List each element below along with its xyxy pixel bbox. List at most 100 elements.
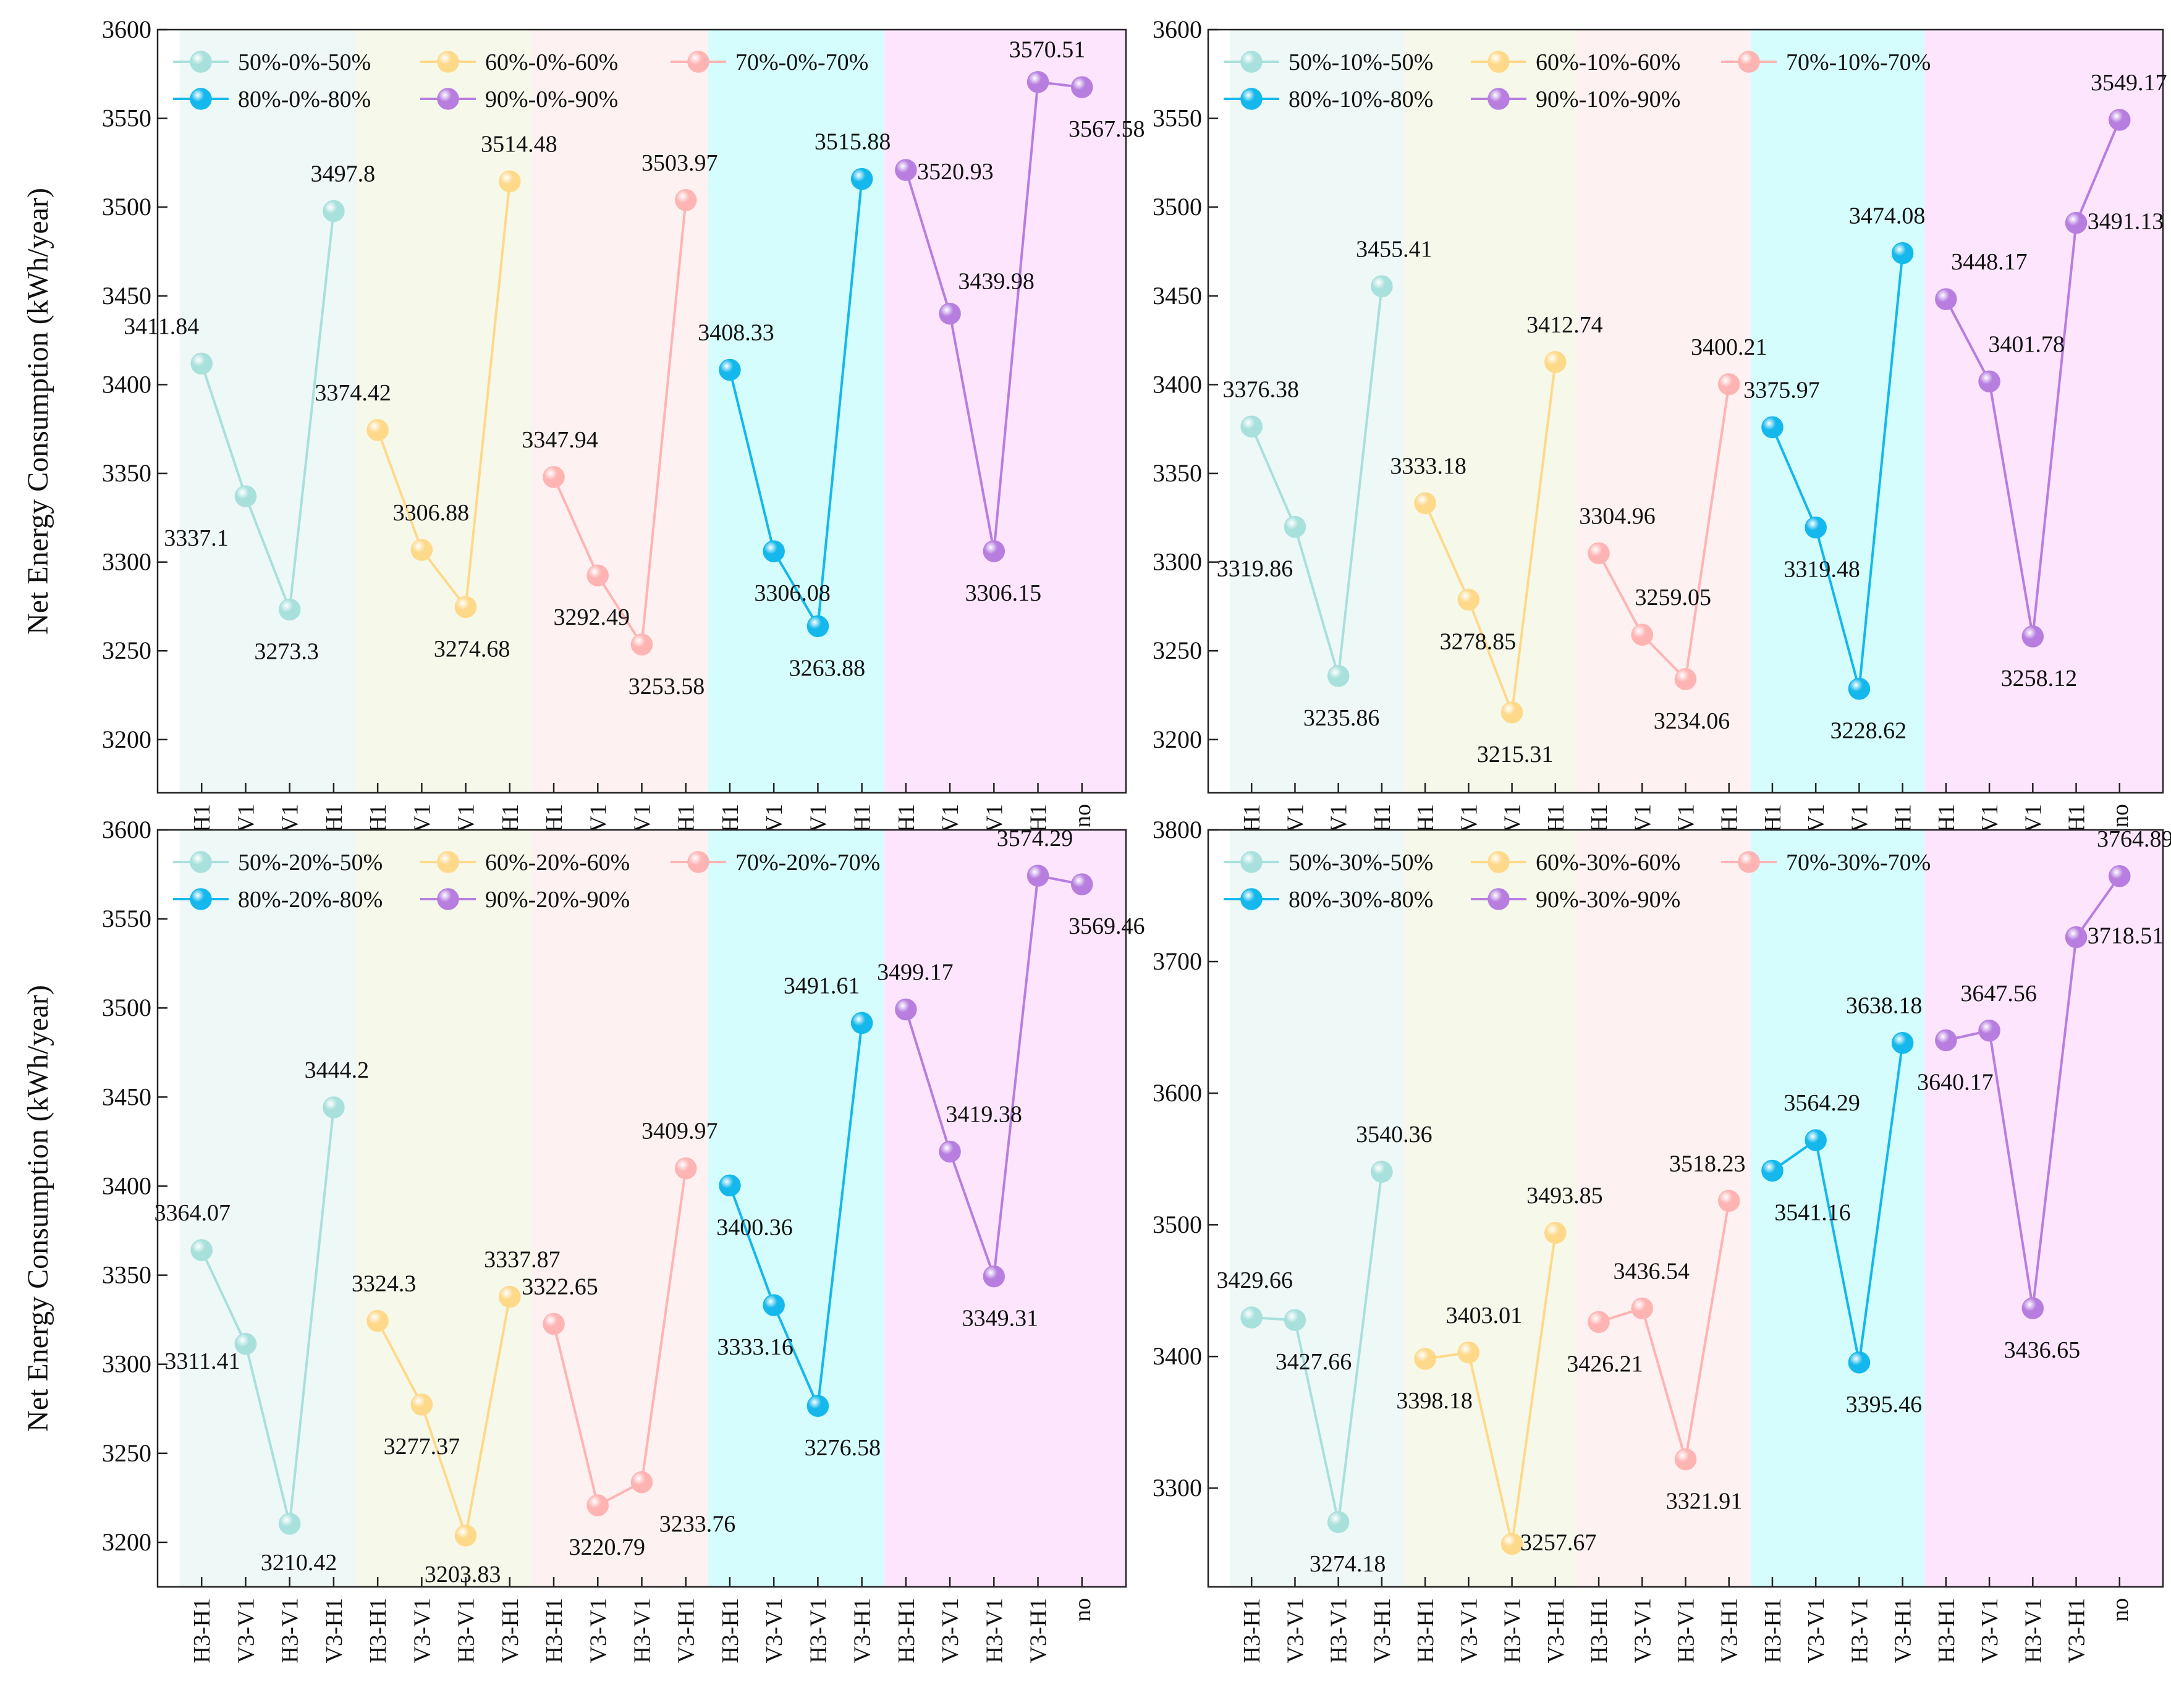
y-tick-label: 3200 — [1153, 725, 1202, 753]
x-tick-label: V3-H1 — [850, 1598, 876, 1664]
x-tick-label: V3-V1 — [1282, 1598, 1308, 1664]
data-point — [674, 189, 697, 211]
data-point — [234, 485, 257, 507]
series-line — [1250, 286, 1383, 677]
y-tick-label: 3700 — [1153, 947, 1202, 975]
series-4: 3408.33 3306.08 3263.88 3515.88 — [698, 129, 891, 682]
data-point — [323, 1096, 345, 1118]
chart-panel-4: 3300 3400 3500 3600 3700 3800 3429.66 3427.66 32… — [1153, 816, 2171, 1664]
legend-swatch-marker — [1240, 851, 1263, 873]
data-point — [1414, 1348, 1436, 1370]
data-label: 3278.85 — [1440, 628, 1517, 654]
data-point — [1674, 1448, 1697, 1471]
legend-item: 50%-20%-50% — [173, 850, 383, 876]
data-label: 3718.51 — [2088, 923, 2164, 949]
data-label: 3215.31 — [1477, 742, 1554, 767]
y-tick-label: 3300 — [1153, 1474, 1202, 1502]
series-line — [1424, 1232, 1557, 1544]
x-tick-label: V3-H1 — [1890, 1598, 1916, 1664]
y-tick-label: 3300 — [1153, 548, 1202, 576]
data-point — [454, 596, 477, 619]
group-band — [531, 30, 708, 793]
data-point — [895, 998, 917, 1021]
group-band — [1750, 30, 1924, 793]
x-tick-label: no — [2107, 1598, 2133, 1621]
y-tick-label: 3500 — [102, 193, 151, 221]
legend-swatch-marker — [437, 51, 459, 73]
legend-label: 50%-20%-50% — [238, 850, 383, 876]
chart-panel-2: 3200 3250 3300 3350 3400 3450 3500 3550 3600 3376… — [1153, 15, 2167, 869]
data-point — [1761, 416, 1784, 439]
data-point — [1631, 1297, 1654, 1320]
x-tick-label: V3-V1 — [409, 1598, 435, 1664]
data-point — [2065, 926, 2088, 949]
data-point — [719, 358, 741, 381]
group-band — [179, 830, 356, 1587]
legend-item: 50%-0%-50% — [173, 49, 371, 75]
data-label: 3274.68 — [434, 636, 510, 662]
data-point — [630, 1471, 653, 1494]
data-point — [190, 1239, 213, 1261]
data-point — [499, 170, 521, 193]
data-label: 3436.65 — [2004, 1337, 2081, 1363]
data-label: 3408.33 — [698, 319, 774, 345]
data-point — [586, 564, 609, 586]
legend-label: 60%-30%-60% — [1536, 850, 1680, 876]
data-point — [454, 1524, 477, 1547]
x-tick-label: V3-H1 — [321, 1598, 347, 1664]
y-tick-label: 3500 — [1153, 193, 1202, 221]
legend-swatch-marker — [190, 88, 212, 110]
x-tick-label: H3-V1 — [1500, 1598, 1526, 1664]
series-1: 3411.84 3337.1 3273.3 3497.8 — [124, 161, 375, 665]
x-tick-label: no — [1070, 804, 1096, 827]
data-point — [1327, 665, 1350, 687]
legend-label: 90%-30%-90% — [1536, 887, 1680, 913]
legend-swatch-marker — [1240, 51, 1263, 73]
data-point — [1284, 515, 1306, 538]
data-point — [674, 1157, 697, 1180]
data-point — [1935, 288, 1957, 310]
data-label: 3439.98 — [958, 269, 1035, 295]
data-point — [1026, 70, 1049, 93]
series-line — [1771, 1042, 1904, 1363]
legend-label: 50%-30%-50% — [1289, 850, 1433, 876]
data-label: 3376.38 — [1222, 376, 1299, 402]
legend-swatch-marker — [1488, 888, 1510, 910]
y-tick-label: 3550 — [1153, 104, 1202, 132]
data-label: 3569.46 — [1069, 913, 1145, 939]
data-label: 3520.93 — [917, 159, 994, 185]
data-point — [499, 1285, 521, 1308]
data-point — [1457, 1342, 1480, 1364]
x-tick-label: H3-H1 — [1760, 1598, 1786, 1664]
legend: 50%-10%-50% 60%-10%-60% 70%-10%-70% 80%-10%… — [1224, 49, 1931, 112]
data-label: 3444.2 — [305, 1057, 370, 1083]
data-point — [983, 1265, 1005, 1288]
group-band — [531, 830, 708, 1587]
y-tick-label: 3350 — [102, 459, 151, 487]
data-point — [543, 466, 565, 488]
series-line — [200, 1107, 335, 1524]
legend-item: 50%-10%-50% — [1224, 49, 1433, 75]
data-label: 3491.61 — [784, 973, 860, 999]
legend-swatch-marker — [1240, 88, 1263, 110]
legend-label: 70%-30%-70% — [1786, 850, 1931, 876]
data-point — [2109, 109, 2131, 131]
data-point — [410, 1393, 433, 1416]
data-label: 3503.97 — [641, 150, 718, 176]
legend-swatch-marker — [1738, 51, 1760, 73]
legend-item: 80%-0%-80% — [173, 87, 371, 112]
legend-swatch-marker — [1488, 88, 1510, 110]
data-point — [1240, 415, 1263, 438]
legend-item: 90%-30%-90% — [1471, 887, 1680, 913]
series-3: 3426.21 3436.54 3321.91 3518.23 — [1567, 1151, 1745, 1514]
legend-swatch-marker — [1240, 888, 1263, 910]
x-tick-label: H3-H1 — [894, 1598, 920, 1664]
legend-swatch-marker — [1488, 51, 1510, 73]
chart-panel-3: 3200 3250 3300 3350 3400 3450 3500 3550 3600 Net … — [22, 816, 1145, 1664]
legend-swatch-marker — [687, 51, 709, 73]
y-tick-label: 3600 — [102, 15, 151, 43]
data-point — [806, 615, 829, 638]
group-band — [1403, 30, 1577, 793]
series-2: 3333.18 3278.85 3215.31 3412.74 — [1390, 312, 1602, 767]
legend-item: 70%-0%-70% — [671, 49, 868, 75]
